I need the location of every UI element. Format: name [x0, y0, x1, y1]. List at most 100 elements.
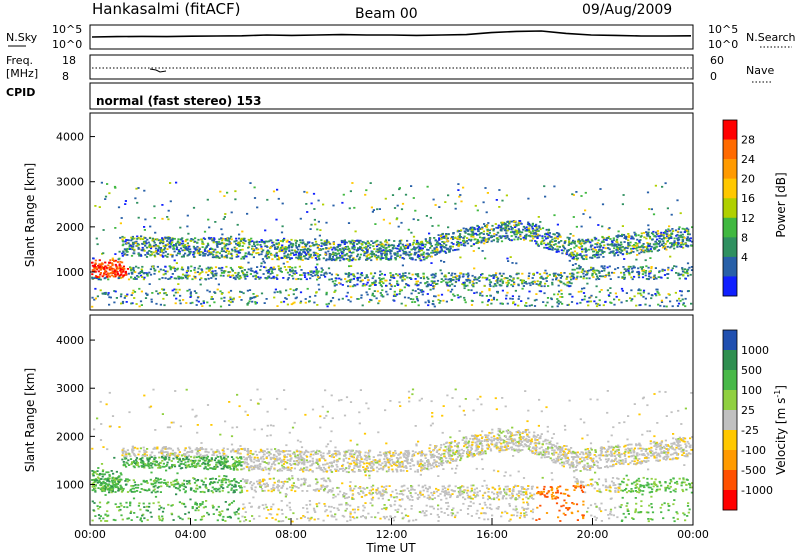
echo-point — [401, 257, 404, 259]
echo-point — [103, 292, 106, 294]
echo-point — [523, 238, 526, 241]
echo-point — [437, 224, 440, 227]
echo-point — [519, 222, 522, 225]
echo-point — [498, 283, 501, 286]
echo-point — [430, 255, 433, 258]
echo-point — [601, 203, 605, 206]
echo-point — [388, 239, 391, 242]
echo-point — [363, 251, 366, 253]
echo-point — [412, 248, 415, 250]
echo-point — [348, 258, 351, 261]
echo-point — [569, 233, 572, 235]
echo-point — [409, 277, 412, 279]
echo-point — [627, 239, 630, 242]
echo-point — [365, 283, 368, 286]
echo-point — [210, 277, 213, 279]
echo-point — [225, 255, 228, 257]
echo-point — [193, 478, 196, 480]
echo-point — [169, 200, 172, 203]
echo-point — [485, 240, 488, 243]
echo-point — [541, 227, 545, 230]
echo-point — [182, 255, 185, 258]
echo-point — [391, 246, 395, 249]
echo-point — [337, 249, 340, 252]
echo-point — [244, 410, 247, 413]
echo-point — [427, 494, 430, 497]
echo-point — [166, 243, 169, 246]
echo-point — [503, 277, 506, 280]
echo-point — [627, 244, 630, 246]
echo-point — [367, 245, 370, 247]
echo-point — [243, 255, 246, 258]
echo-point — [524, 281, 527, 283]
echo-point — [208, 226, 211, 229]
echo-point — [249, 296, 252, 299]
echo-point — [241, 248, 244, 251]
echo-point — [314, 274, 317, 277]
echo-point — [519, 279, 522, 282]
y-tick-label: 1000 — [56, 266, 84, 279]
echo-point — [245, 274, 249, 276]
echo-point — [570, 301, 574, 303]
echo-point — [480, 241, 483, 244]
echo-point — [465, 227, 468, 230]
echo-point — [505, 294, 508, 297]
echo-point — [178, 299, 181, 302]
echo-point — [440, 278, 443, 280]
echo-point — [452, 279, 455, 281]
echo-point — [620, 287, 624, 290]
echo-point — [210, 296, 213, 298]
echo-point — [614, 484, 617, 486]
echo-point — [492, 277, 495, 279]
echo-point — [196, 245, 199, 248]
echo-point — [584, 191, 587, 194]
echo-point — [368, 257, 371, 259]
echo-point — [458, 235, 461, 237]
echo-point — [569, 248, 572, 250]
echo-point — [515, 508, 518, 511]
echo-point — [655, 231, 658, 234]
echo-point — [632, 237, 635, 240]
echo-point — [183, 274, 186, 277]
echo-point — [362, 283, 365, 285]
echo-point — [304, 248, 307, 250]
echo-point — [252, 275, 255, 278]
echo-point — [228, 240, 231, 243]
echo-point — [607, 235, 610, 238]
echo-point — [515, 273, 518, 276]
echo-point — [660, 238, 663, 241]
echo-point — [203, 250, 207, 252]
echo-point — [539, 290, 543, 293]
echo-point — [645, 247, 649, 250]
echo-point — [107, 292, 110, 294]
echo-point — [511, 280, 514, 282]
echo-point — [202, 300, 205, 303]
echo-point — [506, 257, 509, 260]
echo-point — [609, 238, 612, 240]
echo-point — [687, 233, 690, 236]
echo-point — [494, 284, 497, 287]
echo-point — [187, 254, 190, 256]
echo-point — [366, 254, 369, 257]
echo-point — [404, 272, 407, 274]
echo-point — [586, 273, 589, 276]
echo-point — [289, 243, 292, 246]
echo-point — [125, 461, 128, 464]
echo-point — [447, 249, 450, 251]
echo-point — [154, 231, 157, 234]
echo-point — [142, 462, 145, 465]
echo-point — [489, 281, 493, 284]
echo-point — [654, 243, 657, 245]
echo-point — [608, 485, 611, 488]
echo-point — [275, 218, 278, 221]
echo-point — [466, 492, 469, 494]
echo-point — [349, 280, 352, 282]
echo-point — [190, 265, 193, 268]
echo-point — [297, 258, 300, 261]
echo-point — [580, 195, 583, 197]
echo-point — [201, 501, 204, 503]
echo-point — [484, 238, 487, 241]
echo-point — [252, 251, 255, 254]
echo-point — [551, 305, 554, 308]
